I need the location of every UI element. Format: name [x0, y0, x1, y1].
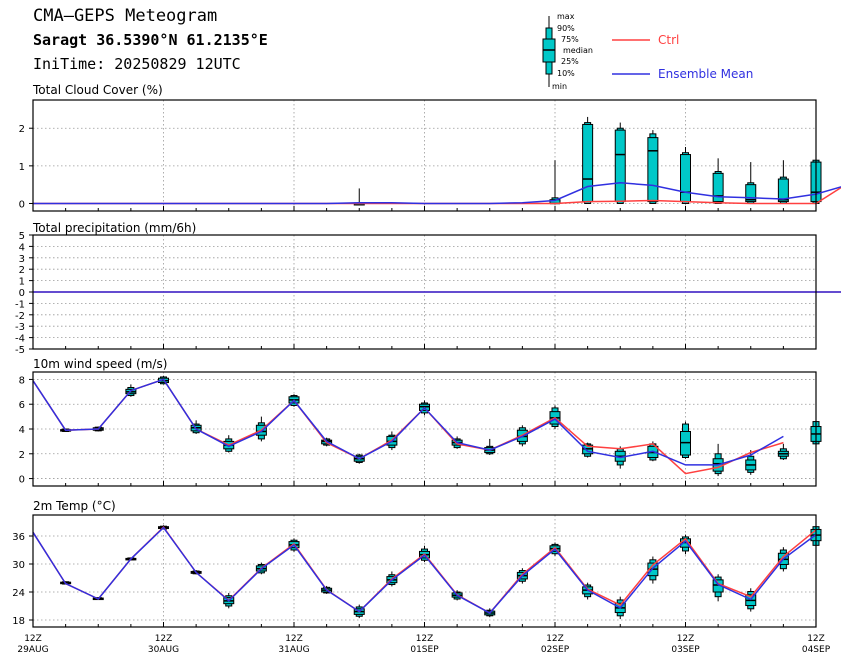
- precip-ytick-label: 0: [19, 288, 25, 299]
- cloud-cover-title: Total Cloud Cover (%): [32, 83, 163, 97]
- legend-ctrl-label: Ctrl: [658, 33, 679, 47]
- init-time: IniTime: 20250829 12UTC: [33, 55, 241, 73]
- cloud-ytick-label: 0: [19, 199, 25, 210]
- precip-ytick-label: -2: [15, 311, 25, 322]
- precip-ytick-label: 4: [19, 242, 25, 253]
- x-time-label: 12Z: [285, 634, 303, 644]
- cloud-box: [777, 160, 789, 204]
- cloud-ytick-label: 1: [19, 162, 25, 173]
- wind-ytick-label: 0: [19, 475, 25, 486]
- wind-box: [712, 443, 724, 477]
- precip-ytick-label: -3: [15, 322, 25, 333]
- wind-box: [777, 443, 789, 460]
- cloud-box: [647, 130, 659, 204]
- legend-p10-label: 10%: [557, 69, 575, 78]
- x-axis-labels: 12Z29AUG12Z30AUG12Z31AUG12Z01SEP12Z02SEP…: [17, 634, 830, 655]
- x-time-label: 12Z: [24, 634, 42, 644]
- temp-ytick-label: 18: [12, 616, 25, 627]
- cloud-ytick-label: 2: [19, 124, 25, 135]
- legend-p75-label: 75%: [561, 35, 579, 44]
- cloud-frame: [32, 99, 817, 212]
- cloud-box: [745, 162, 757, 204]
- x-date-label: 01SEP: [410, 645, 439, 655]
- precip-title: Total precipitation (mm/6h): [32, 221, 196, 235]
- station-info: Saragt 36.5390°N 61.2135°E: [33, 31, 268, 49]
- legend-max-label: max: [557, 12, 575, 21]
- precip-ytick-label: 3: [19, 254, 25, 265]
- legend: max 90% 75% median 25% 10% min Ctrl Ense…: [542, 12, 753, 91]
- temp-title: 2m Temp (°C): [33, 499, 116, 513]
- precip-ytick-label: -1: [15, 299, 25, 310]
- cloud-box-inner: [745, 184, 757, 203]
- legend-box-sample: [542, 16, 556, 87]
- precip-ytick-label: -5: [15, 345, 25, 356]
- precip-ytick-label: 2: [19, 265, 25, 276]
- wind-ytick-label: 8: [19, 375, 25, 386]
- wind-mean-line: [32, 378, 784, 466]
- cloud-box-inner: [777, 178, 789, 203]
- meteogram-title: CMA—GEPS Meteogram: [33, 6, 218, 26]
- x-date-label: 31AUG: [278, 645, 309, 655]
- legend-p90-label: 90%: [557, 24, 575, 33]
- wind-ytick-label: 6: [19, 400, 25, 411]
- wind-ytick-label: 4: [19, 425, 25, 436]
- cloud-cover-panel: 0 1 2: [19, 99, 841, 212]
- wind-ytick-label: 2: [19, 450, 25, 461]
- cloud-box: [614, 122, 626, 204]
- x-time-label: 12Z: [416, 634, 434, 644]
- x-time-label: 12Z: [546, 634, 564, 644]
- temp-frame: [32, 514, 817, 628]
- wind-speed-title: 10m wind speed (m/s): [33, 357, 167, 371]
- cloud-box: [680, 147, 691, 204]
- temp-ytick-label: 36: [12, 532, 25, 543]
- x-date-label: 29AUG: [17, 645, 48, 655]
- legend-min-label: min: [552, 82, 567, 91]
- legend-mean-label: Ensemble Mean: [658, 67, 753, 81]
- temp-ytick-label: 30: [12, 560, 25, 571]
- precip-ytick-label: 1: [19, 277, 25, 288]
- cloud-mean-line: [33, 182, 841, 205]
- legend-p25-label: 25%: [561, 57, 579, 66]
- temp-ytick-label: 24: [12, 588, 25, 599]
- temp-mean-line: [32, 526, 817, 614]
- temperature-panel: 18 24 30 36: [12, 514, 822, 628]
- x-date-label: 30AUG: [148, 645, 179, 655]
- precip-frame: [32, 234, 817, 350]
- wind-box: [680, 421, 691, 459]
- cloud-box: [549, 160, 561, 205]
- wind-box: [484, 438, 496, 456]
- x-time-label: 12Z: [155, 634, 173, 644]
- x-date-label: 03SEP: [671, 645, 700, 655]
- precip-ytick-label: -4: [15, 334, 25, 345]
- legend-median-label: median: [563, 46, 593, 55]
- cloud-box-inner: [647, 137, 659, 203]
- cloud-box: [582, 116, 594, 204]
- x-time-label: 12Z: [677, 634, 695, 644]
- wind-speed-panel: 0 2 4 6 8: [19, 371, 822, 487]
- cloud-box-inner: [582, 123, 594, 203]
- precip-ytick-label: 5: [19, 231, 25, 242]
- x-date-label: 02SEP: [541, 645, 570, 655]
- x-date-label: 04SEP: [802, 645, 831, 655]
- cloud-box-inner: [614, 129, 626, 203]
- wind-box: [582, 442, 594, 458]
- cloud-box-inner: [712, 172, 724, 203]
- cloud-box-inner: [680, 154, 691, 203]
- wind-frame: [32, 371, 817, 487]
- x-time-label: 12Z: [807, 634, 825, 644]
